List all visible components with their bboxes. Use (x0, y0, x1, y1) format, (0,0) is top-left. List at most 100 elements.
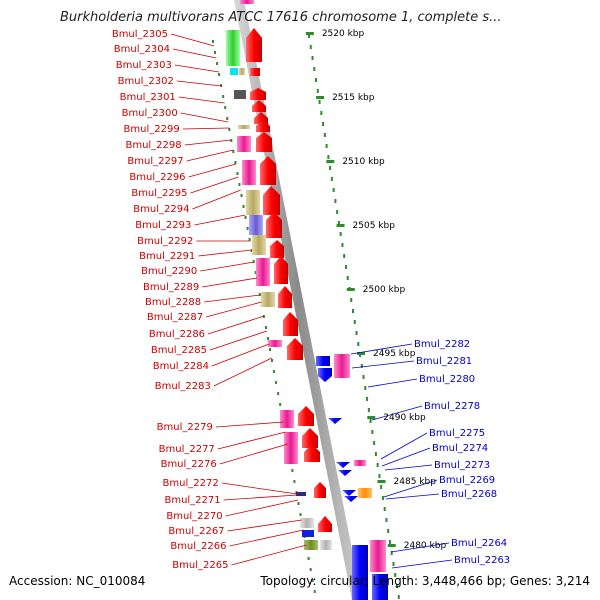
leader-line (202, 277, 258, 288)
gene-label-left[interactable]: Bmul_2295 (131, 188, 187, 199)
gene-label-left[interactable]: Bmul_2267 (168, 526, 224, 537)
guide-dot (293, 480, 296, 483)
gene-label-left[interactable]: Bmul_2292 (137, 236, 193, 247)
gene-label-left[interactable]: Bmul_2277 (159, 444, 215, 455)
leader-line (211, 343, 270, 367)
gene-label-left[interactable]: Bmul_2272 (163, 478, 219, 489)
scale-dot (339, 232, 342, 236)
gene-label-right[interactable]: Bmul_2275 (429, 428, 485, 439)
scale-dot (383, 507, 386, 511)
gene-arrow-red (256, 132, 272, 152)
gene-label-left[interactable]: Bmul_2304 (114, 44, 170, 55)
gene-label-left[interactable]: Bmul_2300 (122, 108, 178, 119)
gene-block-blue (352, 545, 368, 600)
scale-dot (316, 89, 319, 93)
gene-label-right[interactable]: Bmul_2281 (416, 356, 472, 367)
leader-line (227, 519, 302, 532)
gene-block-pink (242, 160, 256, 185)
gene-arrow-blue (344, 496, 358, 502)
gene-label-right[interactable]: Bmul_2269 (439, 475, 495, 486)
gene-label-left[interactable]: Bmul_2303 (116, 60, 172, 71)
leader-line (225, 499, 299, 517)
gene-label-left[interactable]: Bmul_2291 (139, 251, 195, 262)
gene-label-left[interactable]: Bmul_2271 (164, 495, 220, 506)
gene-arrow-red (318, 516, 332, 532)
gene-label-left[interactable]: Bmul_2284 (153, 361, 209, 372)
gene-label-right[interactable]: Bmul_2273 (434, 460, 490, 471)
guide-dot (238, 183, 241, 186)
leader-line (184, 139, 232, 146)
gene-label-left[interactable]: Bmul_2287 (147, 312, 203, 323)
scale-dot (346, 276, 349, 280)
scale-tick-label: 2500 kbp (363, 285, 406, 295)
gene-label-left[interactable]: Bmul_2301 (120, 92, 176, 103)
scale-tick-mark (316, 96, 325, 99)
guide-dot (218, 73, 221, 76)
guide-dot (307, 557, 310, 560)
scale-dot (341, 243, 344, 247)
gene-label-left[interactable]: Bmul_2297 (127, 156, 183, 167)
scale-dot (390, 551, 393, 555)
gene-label-right[interactable]: Bmul_2278 (424, 401, 480, 412)
guide-dot (226, 117, 229, 120)
scale-dot (329, 166, 332, 170)
gene-label-left[interactable]: Bmul_2270 (166, 511, 222, 522)
leader-line (381, 447, 431, 467)
gene-label-left[interactable]: Bmul_2288 (145, 297, 201, 308)
gene-label-left[interactable]: Bmul_2279 (157, 422, 213, 433)
leader-line (209, 330, 267, 351)
guide-dot (268, 348, 271, 351)
leader-line (192, 189, 241, 210)
scale-dot (394, 573, 397, 577)
gene-label-left[interactable]: Bmul_2294 (133, 204, 189, 215)
gene-label-right[interactable]: Bmul_2280 (419, 374, 475, 385)
gene-label-right[interactable]: Bmul_2268 (441, 489, 497, 500)
gene-block-pink (370, 540, 386, 572)
gene-label-right[interactable]: Bmul_2274 (432, 443, 488, 454)
gene-label-left[interactable]: Bmul_2302 (118, 76, 174, 87)
gene-label-left[interactable]: Bmul_2276 (161, 459, 217, 470)
gene-label-left[interactable]: Bmul_2299 (124, 124, 180, 135)
guide-dot (230, 139, 233, 142)
gene-block-pink (256, 258, 270, 286)
gene-label-left[interactable]: Bmul_2285 (151, 345, 207, 356)
guide-dot (244, 216, 247, 219)
guide-dot (273, 370, 276, 373)
gene-label-right[interactable]: Bmul_2264 (451, 538, 507, 549)
gene-block-pink (240, 0, 254, 4)
gene-arrow-red (304, 444, 320, 462)
gene-label-left[interactable]: Bmul_2265 (172, 560, 228, 571)
gene-label-left[interactable]: Bmul_2289 (143, 282, 199, 293)
gene-label-left[interactable]: Bmul_2296 (129, 172, 185, 183)
gene-label-left[interactable]: Bmul_2305 (112, 29, 168, 40)
gene-arrow-blue (338, 470, 352, 476)
leader-line (188, 163, 237, 178)
leader-line (380, 432, 428, 460)
leader-line (170, 33, 215, 47)
leader-line (371, 405, 423, 421)
scale-tick-label: 2510 kbp (342, 157, 385, 167)
gene-label-left[interactable]: Bmul_2266 (170, 541, 226, 552)
gene-arrow-blue (336, 462, 350, 468)
scale-dot (373, 441, 376, 445)
scale-dot (376, 463, 379, 467)
gene-label-left[interactable]: Bmul_2283 (155, 381, 211, 392)
scale-dot (313, 67, 316, 71)
gene-label-left[interactable]: Bmul_2290 (141, 266, 197, 277)
scale-dot (392, 562, 395, 566)
scale-tick-label: 2480 kbp (404, 541, 447, 551)
leader-line (383, 479, 438, 498)
gene-label-right[interactable]: Bmul_2282 (414, 339, 470, 350)
scale-dot (311, 56, 314, 60)
gene-label-left[interactable]: Bmul_2293 (135, 220, 191, 231)
left-gene-labels: Bmul_2305 Bmul_2304 Bmul_2303 Bmul_2302 Bmul… (112, 29, 307, 571)
gene-label-left[interactable]: Bmul_2298 (125, 140, 181, 151)
scale-dot (343, 254, 346, 258)
scale-tick-mark (305, 32, 314, 35)
gene-label-left[interactable]: Bmul_2286 (149, 329, 205, 340)
gene-label-right[interactable]: Bmul_2263 (454, 555, 510, 566)
scale-dot (364, 386, 367, 390)
gene-arrow-red (254, 112, 268, 124)
gene-block-khaki (252, 235, 266, 255)
